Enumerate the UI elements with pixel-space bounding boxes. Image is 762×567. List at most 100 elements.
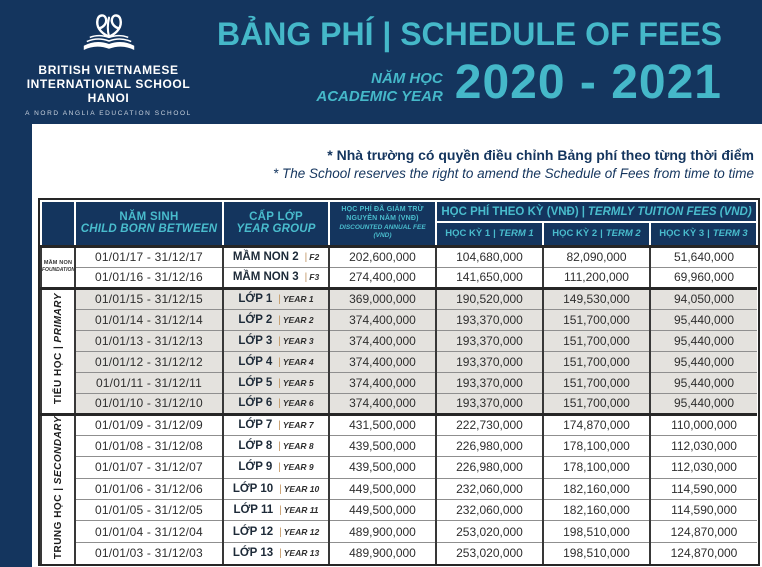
cell-annual-fee: 274,400,000 (328, 266, 436, 288)
year-group-label: LỚP 5 (238, 376, 273, 389)
year-group-sub-label: YEAR 12 (283, 526, 320, 537)
pipe-separator: | (278, 462, 281, 474)
cell-term1-fee: 141,650,000 (435, 266, 543, 288)
year-group-label: LỚP 6 (238, 397, 273, 409)
cell-year-group: LỚP 10 | YEAR 10 (222, 477, 329, 500)
year-group-sub-label: YEAR 8 (282, 441, 314, 452)
pipe-separator: | (278, 441, 281, 453)
cell-term3-fee: 124,870,000 (649, 520, 757, 543)
year-group-label: LỚP 3 (238, 334, 273, 347)
cell-term3-fee: 51,640,000 (649, 244, 757, 267)
corner-header-cell (40, 200, 76, 247)
cell-term1-fee: 190,520,000 (435, 286, 543, 309)
cell-year-group: LỚP 2 | YEAR 2 (222, 308, 329, 330)
section-label-text: MẦM NON FOUNDATION (42, 260, 75, 274)
section-label-text: TIỂU HỌC | PRIMARY (53, 293, 64, 404)
cell-term2-fee: 151,700,000 (542, 371, 650, 393)
fees-table-wrap: NĂM SINH CHILD BORN BETWEEN CẤP LỚP YEAR… (38, 198, 760, 566)
section-label-en: SECONDARY (52, 415, 64, 484)
cell-term1-fee: 226,980,000 (435, 456, 543, 479)
school-name: BRITISH VIETNAMESE INTERNATIONAL SCHOOL … (26, 62, 191, 106)
cell-term2-fee: 178,100,000 (542, 434, 650, 457)
cell-term1-fee: 226,980,000 (435, 434, 543, 457)
academic-year-label-vi: NĂM HỌC (371, 70, 443, 88)
table-row: 01/01/11 - 31/12/11 LỚP 5 | YEAR 5 374,400,0… (41, 371, 757, 393)
cell-born: 01/01/15 - 31/12/15 (74, 286, 223, 309)
cell-annual-fee: 374,400,000 (328, 308, 436, 330)
cell-born: 01/01/10 - 31/12/10 (74, 392, 223, 414)
year-group-sub-label: YEAR 11 (283, 505, 319, 516)
cell-born: 01/01/07 - 31/12/07 (74, 456, 223, 479)
col-header-annual-fee: HỌC PHÍ ĐÃ GIẢM TRỪ NGUYÊN NĂM (VNĐ) DIS… (328, 200, 437, 247)
cell-born: 01/01/04 - 31/12/04 (74, 520, 223, 543)
table-row: 01/01/13 - 31/12/13 LỚP 3 | YEAR 3 374,400,0… (41, 329, 757, 351)
cell-term2-fee: 111,200,000 (542, 266, 650, 288)
col-header-term2: HỌC KỲ 2 | TERM 2 (542, 221, 651, 247)
cell-term1-fee: 193,370,000 (435, 350, 543, 372)
cell-term2-fee: 151,700,000 (542, 329, 650, 351)
cell-term2-fee: 178,100,000 (542, 456, 650, 479)
cell-born: 01/01/16 - 31/12/16 (74, 266, 223, 288)
cell-term3-fee: 95,440,000 (649, 371, 757, 393)
cell-annual-fee: 374,400,000 (328, 350, 436, 372)
cell-year-group: LỚP 4 | YEAR 4 (222, 350, 329, 372)
table-row: 01/01/10 - 31/12/10 LỚP 6 | YEAR 6 374,400,0… (41, 392, 757, 414)
table-row: TIỂU HỌC | PRIMARY 01/01/15 - 31/12/15 LỚP… (40, 286, 757, 414)
pipe-separator: | (278, 314, 281, 326)
table-row: 01/01/05 - 31/12/05 LỚP 11 | YEAR 11 449,500… (41, 498, 757, 521)
cell-year-group: LỚP 5 | YEAR 5 (222, 371, 329, 393)
cell-term1-fee: 232,060,000 (435, 477, 543, 500)
cell-year-group: LỚP 12 | YEAR 12 (222, 520, 329, 543)
year-group-label: LỚP 2 (238, 313, 273, 326)
cell-born: 01/01/12 - 31/12/12 (74, 350, 223, 372)
cell-annual-fee: 489,900,000 (328, 541, 436, 564)
cell-year-group: MẦM NON 3 | F3 (222, 266, 329, 288)
table-row: 01/01/08 - 31/12/08 LỚP 8 | YEAR 8 439,500,0… (41, 434, 757, 457)
pipe-separator: | (278, 356, 281, 368)
pipe-separator: | (279, 548, 282, 560)
academic-year-label-en: ACADEMIC YEAR (316, 87, 443, 105)
year-group-sub-label: YEAR 6 (282, 398, 314, 408)
cell-year-group: LỚP 6 | YEAR 6 (222, 392, 329, 414)
cell-term3-fee: 94,050,000 (649, 286, 757, 309)
cell-annual-fee: 449,500,000 (328, 498, 436, 521)
pipe-separator: | (52, 342, 64, 353)
cell-annual-fee: 449,500,000 (328, 477, 436, 500)
cell-annual-fee: 431,500,000 (328, 412, 436, 436)
section-label-text: TRUNG HỌC | SECONDARY (53, 416, 64, 559)
table-row: 01/01/04 - 31/12/04 LỚP 12 | YEAR 12 489,900… (41, 520, 757, 543)
cell-term1-fee: 253,020,000 (435, 541, 543, 564)
cell-born: 01/01/06 - 31/12/06 (74, 477, 223, 500)
cell-term1-fee: 193,370,000 (435, 308, 543, 330)
table-row: 01/01/14 - 31/12/14 LỚP 2 | YEAR 2 374,400,0… (41, 308, 757, 330)
cell-term3-fee: 110,000,000 (649, 412, 757, 436)
section-label-en: FOUNDATION (42, 267, 75, 274)
section-label-vi: MẦM NON (43, 260, 73, 267)
pipe-separator: | (278, 377, 281, 389)
cell-term2-fee: 151,700,000 (542, 308, 650, 330)
cell-term3-fee: 114,590,000 (649, 477, 757, 500)
pipe-separator: | (278, 420, 281, 432)
col-header-child-born: NĂM SINH CHILD BORN BETWEEN (74, 200, 224, 247)
section-label-en: PRIMARY (52, 292, 64, 343)
cell-term3-fee: 95,440,000 (649, 350, 757, 372)
table-row: 01/01/03 - 31/12/03 LỚP 13 | YEAR 13 489,900… (41, 541, 757, 564)
year-group-label: LỚP 11 (233, 504, 274, 517)
pipe-separator: | (278, 398, 281, 409)
cell-annual-fee: 374,400,000 (328, 329, 436, 351)
cell-year-group: LỚP 3 | YEAR 3 (222, 329, 329, 351)
school-logo-block: BRITISH VIETNAMESE INTERNATIONAL SCHOOL … (0, 0, 217, 124)
page-header: BRITISH VIETNAMESE INTERNATIONAL SCHOOL … (0, 0, 762, 124)
pipe-separator: | (52, 483, 64, 494)
pipe-separator: | (493, 228, 496, 240)
table-row: 01/01/16 - 31/12/16 MẦM NON 3 | F3 274,400,0… (41, 266, 757, 288)
year-group-sub-label: F3 (309, 272, 320, 282)
cell-year-group: LỚP 7 | YEAR 7 (222, 412, 329, 436)
year-group-sub-label: YEAR 13 (283, 548, 320, 559)
table-row: TRUNG HỌC | SECONDARY 01/01/09 - 31/12/09… (40, 412, 757, 564)
cell-term3-fee: 112,030,000 (649, 456, 757, 479)
cell-term1-fee: 193,370,000 (435, 392, 543, 414)
pipe-separator: | (278, 294, 281, 305)
pipe-separator: | (279, 483, 282, 495)
academic-year-labels: NĂM HỌC ACADEMIC YEAR (316, 60, 442, 105)
